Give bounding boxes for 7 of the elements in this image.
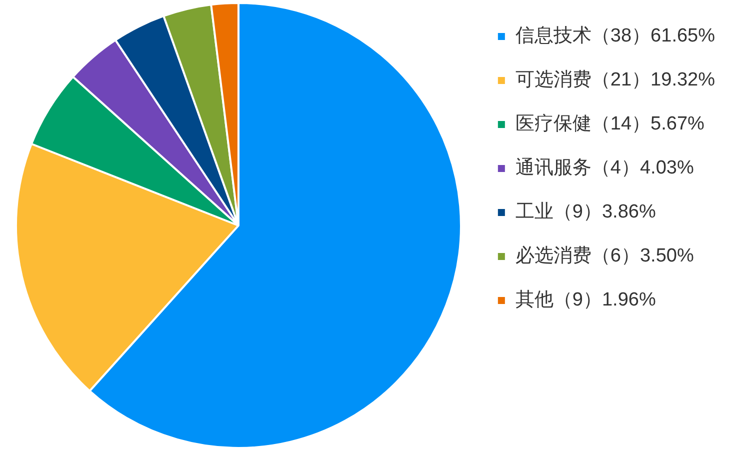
legend-label: 必选消费（6）3.50% — [515, 246, 694, 267]
legend-label: 通讯服务（4）4.03% — [515, 158, 694, 179]
legend-label: 信息技术（38）61.65% — [515, 26, 716, 47]
legend-label: 工业（9）3.86% — [515, 202, 656, 223]
legend-label: 其他（9）1.96% — [515, 290, 656, 311]
legend-label: 医疗保健（14）5.67% — [515, 114, 705, 135]
legend-label: 可选消费（21）19.32% — [515, 70, 716, 91]
